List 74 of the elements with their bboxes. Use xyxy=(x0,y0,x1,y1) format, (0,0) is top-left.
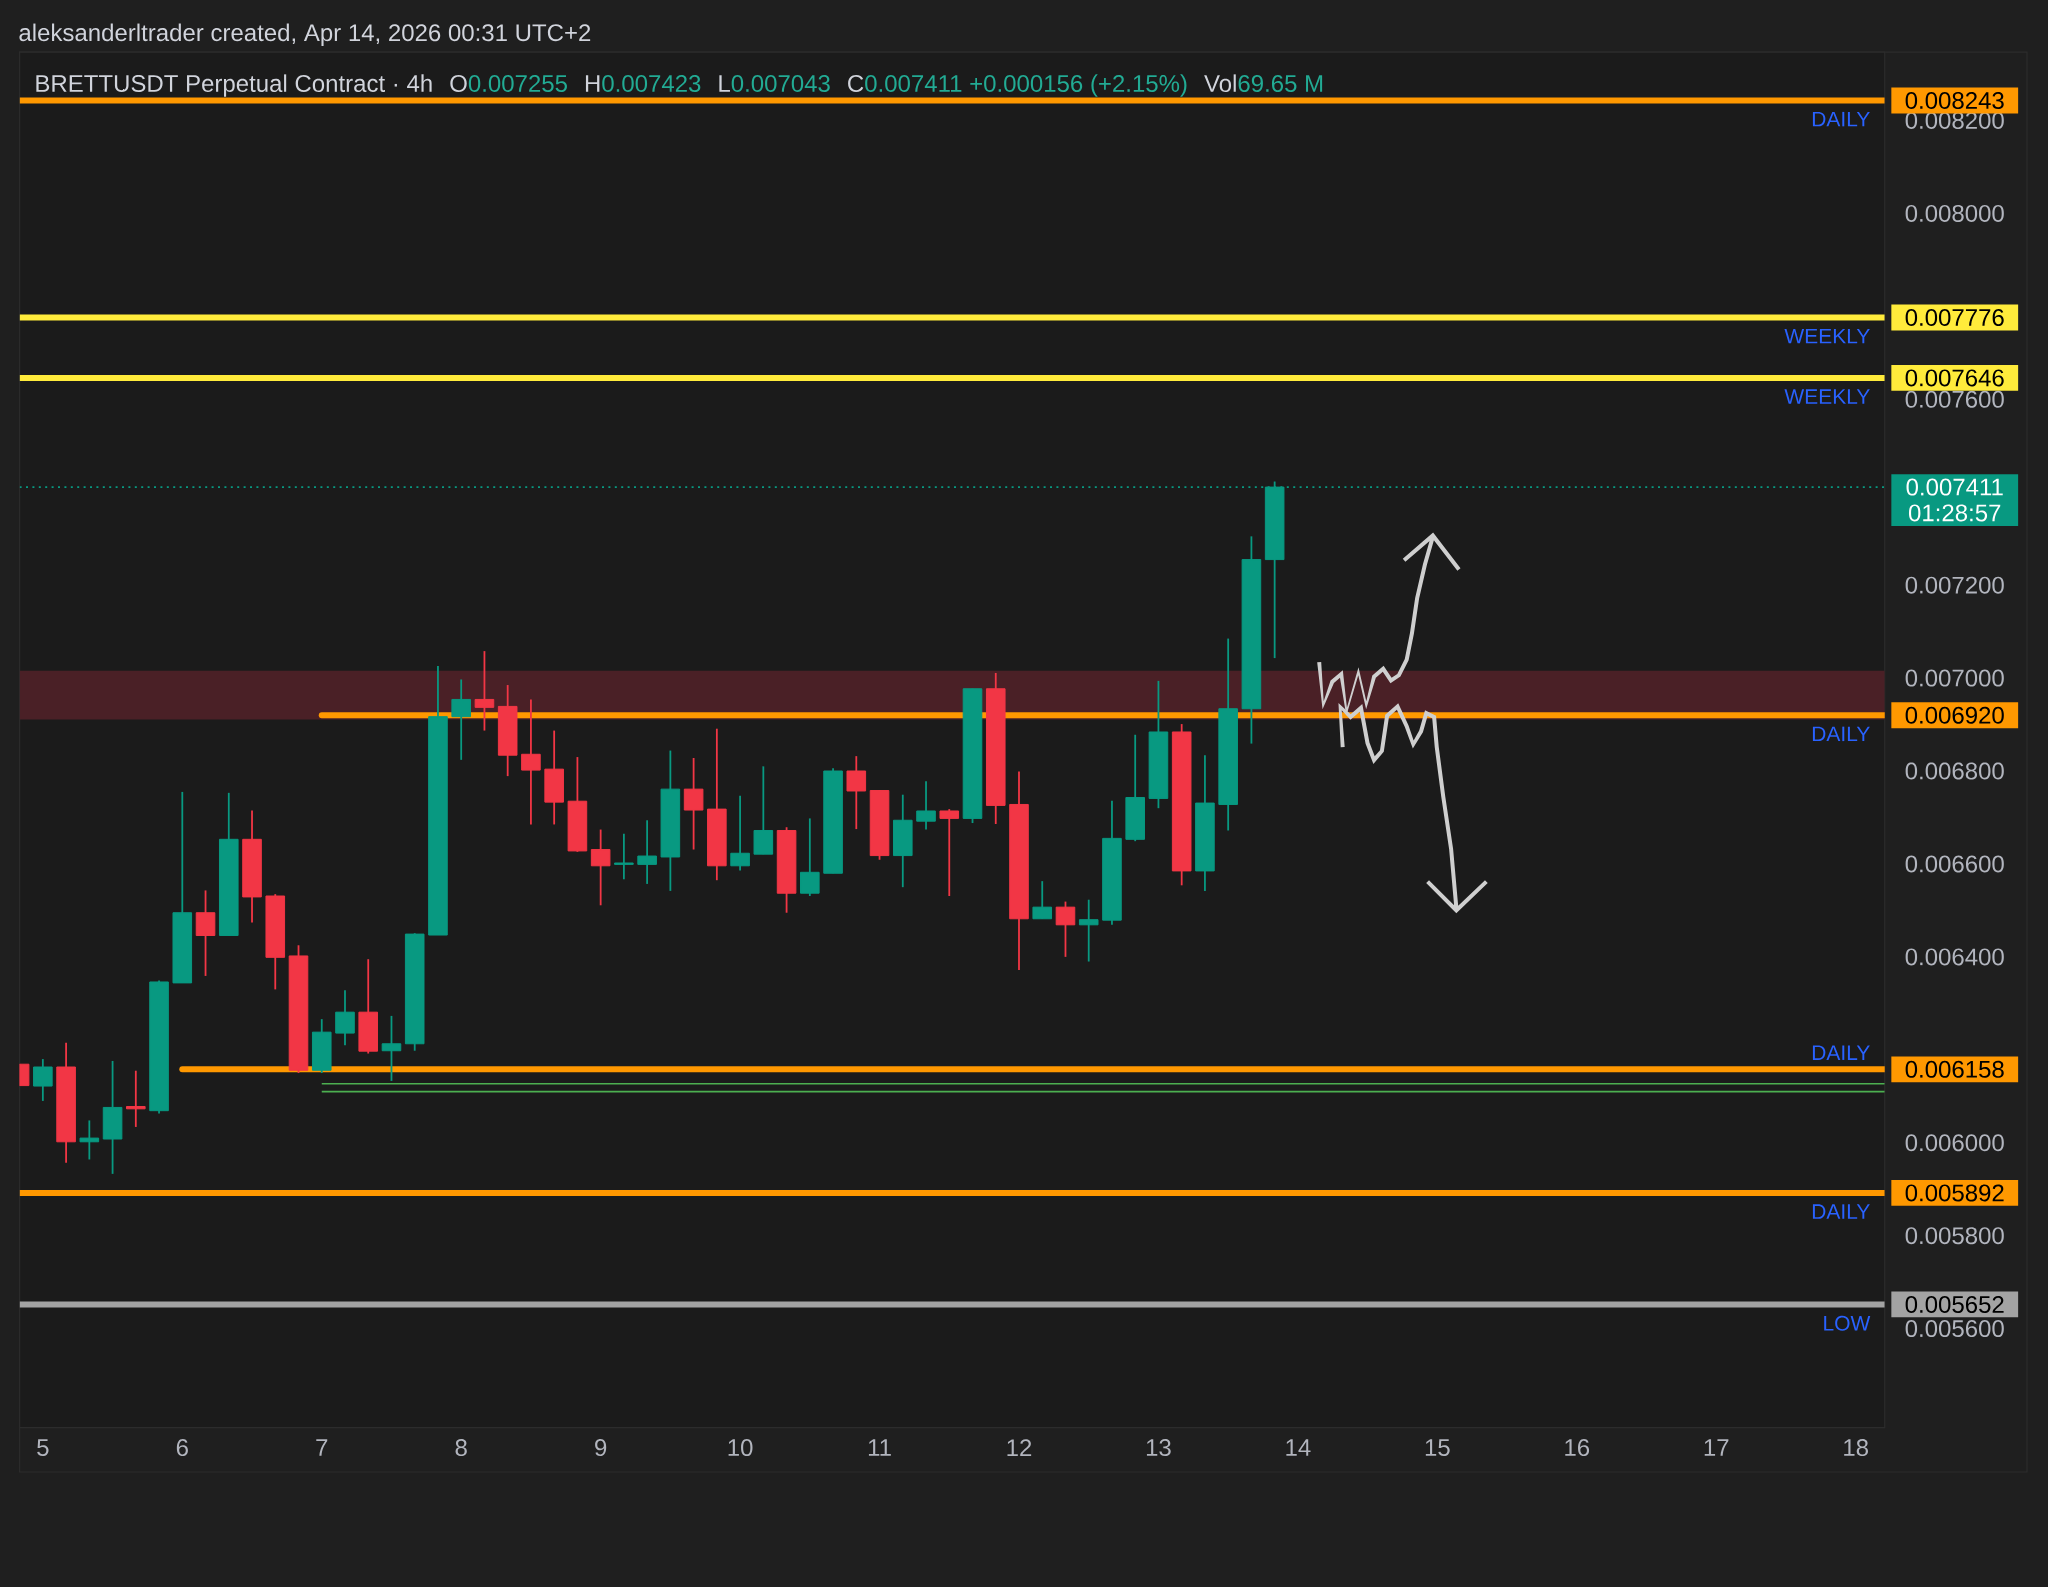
x-tick-label: 12 xyxy=(1007,1439,1032,1456)
candlestick xyxy=(846,755,867,830)
candlestick xyxy=(939,808,960,897)
x-tick-label: 9 xyxy=(595,1439,607,1457)
x-tick-label: 15 xyxy=(1425,1439,1450,1456)
candlestick xyxy=(335,989,355,1047)
candlestick xyxy=(195,889,216,977)
annotation: 0.007423 xyxy=(602,75,701,93)
candlestick xyxy=(1055,900,1076,958)
annotation: H xyxy=(585,75,600,92)
x-tick-label: 10 xyxy=(728,1439,753,1457)
x-tick-label: 18 xyxy=(1844,1439,1868,1457)
y-tick-label: 0.005800 xyxy=(1905,1227,2004,1245)
y-tick-label: 0.006600 xyxy=(1905,855,2004,873)
y-tick-label: 0.005600 xyxy=(1905,1320,2004,1338)
annotation: 0.007255 xyxy=(468,75,567,93)
y-tick-label: 0.006158 xyxy=(1905,1060,2004,1078)
annotation: Vol xyxy=(1204,74,1236,93)
candlestick xyxy=(451,678,471,761)
y-tick-label: 0.005652 xyxy=(1905,1295,2004,1313)
candlestick xyxy=(753,765,774,856)
x-tick-label: 14 xyxy=(1286,1439,1311,1456)
annotation: O xyxy=(450,75,467,93)
x-tick-label: 7 xyxy=(316,1439,328,1456)
y-tick-label: 0.006920 xyxy=(1905,706,2004,724)
text: aleksanderltrader created, Apr 14, 2026 00:31 UTC+2 xyxy=(19,23,591,46)
y-tick-label: 0.007000 xyxy=(1905,669,2004,687)
series-label: DAILY xyxy=(1812,1045,1870,1060)
y-tick-label: 0.005892 xyxy=(1905,1184,2004,1202)
x-tick-label: 13 xyxy=(1146,1439,1171,1457)
candlestick xyxy=(381,1014,402,1082)
y-tick-label: 0.006000 xyxy=(1905,1134,2004,1152)
x-tick-label: 11 xyxy=(868,1439,891,1456)
candlestick xyxy=(590,828,611,907)
candlestick xyxy=(614,832,634,881)
annotation: C xyxy=(848,75,864,93)
candlestick xyxy=(79,1119,100,1161)
annotation: 69.65 M xyxy=(1238,75,1323,93)
candlestick xyxy=(800,817,820,897)
candlestick xyxy=(33,1058,53,1102)
text: BRETTUSDT Perpetual Contract · 4h xyxy=(36,74,432,97)
y-tick-label: 0.007600 xyxy=(1905,390,2004,408)
candlestick xyxy=(637,819,657,885)
candlestick xyxy=(521,698,541,826)
ref-line-label: WEEKLY xyxy=(1784,328,1870,344)
candlestick xyxy=(126,1069,146,1128)
y-tick-label: 0.008000 xyxy=(1905,204,2004,222)
annotation: 0.007411 +0.000156 (+2.15%) xyxy=(865,74,1187,97)
y-tick-label: 0.007411 xyxy=(1906,478,2003,496)
annotation: 0.007043 xyxy=(731,75,830,93)
y-tick-label: 0.006800 xyxy=(1905,762,2004,780)
x-tick-label: 6 xyxy=(176,1439,188,1457)
candlestick xyxy=(1078,898,1099,963)
ref-line-label: DAILY xyxy=(1812,111,1870,127)
ref-line-label: 01:28:57 xyxy=(1908,504,2001,522)
x-tick-label: 17 xyxy=(1704,1439,1729,1456)
y-tick-label: 0.007646 xyxy=(1905,369,2004,387)
x-tick-label: 8 xyxy=(455,1439,467,1457)
ref-line-label: LOW xyxy=(1824,1315,1871,1331)
ref-line-label: DAILY xyxy=(1812,1204,1870,1219)
candlestick xyxy=(730,794,750,872)
candlestick xyxy=(474,650,495,732)
y-tick-label: 0.006400 xyxy=(1905,948,2004,966)
candlestick xyxy=(1032,880,1053,920)
ref-line-label: WEEKLY xyxy=(1784,389,1870,404)
series-label: DAILY xyxy=(1812,726,1870,742)
y-tick-label: 0.007776 xyxy=(1905,309,2004,326)
annotation: L xyxy=(719,75,730,92)
x-tick-label: 16 xyxy=(1565,1439,1590,1457)
candlestick xyxy=(916,780,936,831)
candlestick xyxy=(683,757,704,851)
x-tick-label: 5 xyxy=(37,1439,49,1456)
y-tick-label: 0.007200 xyxy=(1905,576,2004,594)
y-tick-label: 0.008243 xyxy=(1905,92,2004,109)
